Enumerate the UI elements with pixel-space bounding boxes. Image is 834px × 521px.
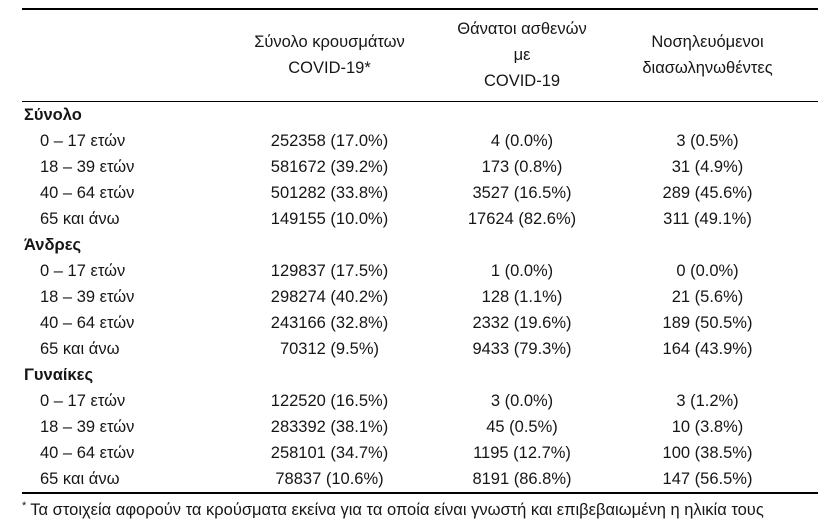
- deaths-cell: 128 (1.1%): [481, 288, 563, 306]
- deaths-cell: 173 (0.8%): [481, 158, 563, 176]
- empty-cell: [447, 362, 597, 388]
- age-row: 40 – 64 ετών 243166 (32.8%) 2332 (19.6%)…: [22, 310, 818, 336]
- age-label: 18 – 39 ετών: [40, 418, 135, 436]
- age-row: 65 και άνω 78837 (10.6%) 8191 (86.8%) 14…: [22, 466, 818, 493]
- covid-age-table: Σύνολο κρουσμάτων COVID-19* Θάνατοι ασθε…: [22, 8, 818, 494]
- intubated-cell: 311 (49.1%): [663, 210, 752, 228]
- age-row: 18 – 39 ετών 283392 (38.1%) 45 (0.5%) 10…: [22, 414, 818, 440]
- column-header-cases-line2: COVID-19*: [288, 59, 371, 77]
- age-label: 18 – 39 ετών: [40, 288, 135, 306]
- age-row: 0 – 17 ετών 122520 (16.5%) 3 (0.0%) 3 (1…: [22, 388, 818, 414]
- deaths-cell: 17624 (82.6%): [467, 210, 577, 228]
- deaths-cell: 45 (0.5%): [486, 418, 558, 436]
- cases-cell: 298274 (40.2%): [270, 288, 389, 306]
- footnote-asterisk: *: [22, 499, 27, 512]
- age-label: 0 – 17 ετών: [40, 392, 126, 410]
- deaths-cell: 1 (0.0%): [490, 262, 554, 280]
- cases-cell: 252358 (17.0%): [270, 132, 389, 150]
- empty-cell: [212, 232, 447, 258]
- age-label: 40 – 64 ετών: [40, 184, 135, 202]
- cases-cell: 122520 (16.5%): [270, 392, 389, 410]
- intubated-cell: 100 (38.5%): [662, 444, 753, 462]
- intubated-cell: 147 (56.5%): [662, 470, 753, 488]
- cases-cell: 129837 (17.5%): [270, 262, 389, 280]
- column-header-deaths-line1: Θάνατοι ασθενών με: [457, 20, 587, 64]
- cases-cell: 243166 (32.8%): [270, 314, 389, 332]
- empty-cell: [212, 102, 447, 129]
- intubated-cell: 189 (50.5%): [662, 314, 753, 332]
- deaths-cell: 2332 (19.6%): [472, 314, 572, 332]
- age-row: 0 – 17 ετών 252358 (17.0%) 4 (0.0%) 3 (0…: [22, 128, 818, 154]
- age-label: 0 – 17 ετών: [40, 132, 126, 150]
- column-header-intubated-line2: διασωληνωθέντες: [642, 59, 773, 77]
- age-row: 0 – 17 ετών 129837 (17.5%) 1 (0.0%) 0 (0…: [22, 258, 818, 284]
- age-row: 65 και άνω 70312 (9.5%) 9433 (79.3%) 164…: [22, 336, 818, 362]
- age-row: 65 και άνω 149155 (10.0%) 17624 (82.6%) …: [22, 206, 818, 232]
- intubated-cell: 10 (3.8%): [671, 418, 744, 436]
- footnote-text: Τα στοιχεία αφορούν τα κρούσματα εκείνα …: [30, 501, 764, 519]
- deaths-cell: 1195 (12.7%): [473, 444, 571, 462]
- column-header-cases: Σύνολο κρουσμάτων COVID-19*: [212, 9, 447, 102]
- cases-cell: 149155 (10.0%): [270, 210, 389, 228]
- section-row-total: Σύνολο: [22, 102, 818, 129]
- cases-cell: 78837 (10.6%): [275, 470, 384, 488]
- table-header: Σύνολο κρουσμάτων COVID-19* Θάνατοι ασθε…: [22, 9, 818, 102]
- age-label: 65 και άνω: [40, 470, 120, 488]
- age-row: 40 – 64 ετών 258101 (34.7%) 1195 (12.7%)…: [22, 440, 818, 466]
- column-header-deaths-line2: COVID-19: [483, 72, 561, 90]
- cases-cell: 501282 (33.8%): [270, 184, 389, 202]
- cases-cell: 283392 (38.1%): [270, 418, 389, 436]
- column-header-intubated: Νοσηλευόμενοι διασωληνωθέντες: [597, 9, 818, 102]
- deaths-cell: 3527 (16.5%): [472, 184, 572, 202]
- column-header-intubated-line1: Νοσηλευόμενοι: [651, 33, 764, 51]
- deaths-cell: 3 (0.0%): [490, 392, 554, 410]
- section-row-men: Άνδρες: [22, 232, 818, 258]
- age-row: 18 – 39 ετών 298274 (40.2%) 128 (1.1%) 2…: [22, 284, 818, 310]
- empty-cell: [597, 232, 818, 258]
- section-row-women: Γυναίκες: [22, 362, 818, 388]
- intubated-cell: 3 (1.2%): [676, 392, 739, 410]
- age-label: 65 και άνω: [40, 340, 120, 358]
- age-label: 18 – 39 ετών: [40, 158, 135, 176]
- column-header-cases-line1: Σύνολο κρουσμάτων: [254, 33, 405, 51]
- age-row: 18 – 39 ετών 581672 (39.2%) 173 (0.8%) 3…: [22, 154, 818, 180]
- age-label: 0 – 17 ετών: [40, 262, 126, 280]
- section-label: Σύνολο: [24, 106, 82, 124]
- intubated-cell: 31 (4.9%): [671, 158, 744, 176]
- age-label: 65 και άνω: [40, 210, 120, 228]
- column-header-empty: [22, 9, 212, 102]
- column-header-deaths: Θάνατοι ασθενών με COVID-19: [447, 9, 597, 102]
- deaths-cell: 9433 (79.3%): [472, 340, 572, 358]
- deaths-cell: 4 (0.0%): [490, 132, 554, 150]
- intubated-cell: 289 (45.6%): [662, 184, 753, 202]
- age-label: 40 – 64 ετών: [40, 314, 135, 332]
- intubated-cell: 3 (0.5%): [676, 132, 739, 150]
- intubated-cell: 164 (43.9%): [662, 340, 753, 358]
- covid-age-table-container: Σύνολο κρουσμάτων COVID-19* Θάνατοι ασθε…: [22, 8, 818, 494]
- section-label: Άνδρες: [24, 236, 82, 254]
- empty-cell: [212, 362, 447, 388]
- empty-cell: [447, 102, 597, 129]
- age-row: 40 – 64 ετών 501282 (33.8%) 3527 (16.5%)…: [22, 180, 818, 206]
- table-body: Σύνολο 0 – 17 ετών 252358 (17.0%) 4 (0.0…: [22, 102, 818, 494]
- cases-cell: 581672 (39.2%): [270, 158, 389, 176]
- age-label: 40 – 64 ετών: [40, 444, 135, 462]
- table-footnote: * Τα στοιχεία αφορούν τα κρούσματα εκείνα…: [22, 499, 834, 521]
- intubated-cell: 0 (0.0%): [676, 262, 739, 280]
- cases-cell: 258101 (34.7%): [270, 444, 389, 462]
- empty-cell: [447, 232, 597, 258]
- intubated-cell: 21 (5.6%): [671, 288, 744, 306]
- empty-cell: [597, 102, 818, 129]
- empty-cell: [597, 362, 818, 388]
- deaths-cell: 8191 (86.8%): [472, 470, 572, 488]
- section-label: Γυναίκες: [24, 366, 94, 384]
- cases-cell: 70312 (9.5%): [279, 340, 380, 358]
